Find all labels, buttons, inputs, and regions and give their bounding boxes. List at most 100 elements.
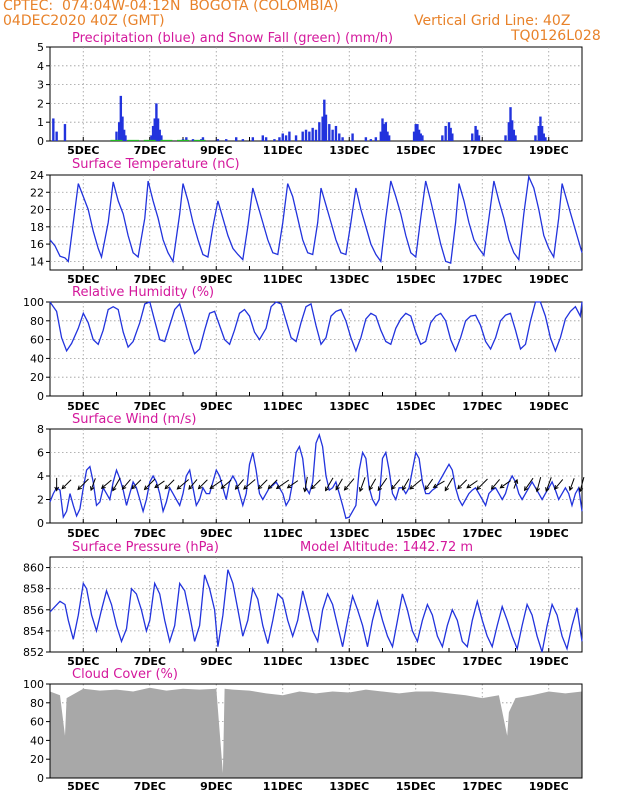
rh-ytick-label: 60 [30,334,44,347]
wind-vector-head [499,484,505,489]
wind-vector-shaft [545,477,552,492]
wind-vector-head [578,487,584,493]
wind-vector-shaft [101,479,112,489]
wind-line [49,432,583,520]
precip-bar [412,131,416,141]
wind-vector [61,479,72,490]
precip-bar [251,137,255,141]
wind-vector-shaft [257,479,268,490]
rh-ytick-label: 100 [23,296,44,309]
wind-vector [121,479,131,490]
wind-vector-shaft [311,479,321,490]
temp-panel: 14 16 18 20 22 24 5DEC 7DEC 9DEC 11DEC 13DEC 15DEC 1… [30,157,583,286]
precip-bar [153,118,156,141]
cloud-xtick-label: 7DEC [134,780,166,793]
precip-bar [509,107,512,141]
wind-vector [513,478,519,489]
precip-bar [301,131,304,141]
cloud-xtick-label: 11DEC [263,780,303,793]
precip-bar [477,135,481,141]
precip-bar [512,129,516,141]
wind-vector-shaft [476,478,488,490]
temp-xtick-label: 9DEC [200,273,232,286]
cloud-ytick-label: 0 [37,772,44,785]
precip-bar [160,135,163,141]
wind-vector-head [424,485,430,491]
pressure-ytick-label: 854 [23,625,44,638]
wind-vector-shaft [433,480,445,488]
precip-bar [451,133,454,141]
wind-vector-head [568,486,574,492]
temp-xtick-label: 17DEC [462,273,502,286]
precip-bar [321,116,324,141]
wind-vector-shaft [513,479,518,489]
pressure-xtick-label: 11DEC [263,655,303,668]
precip-bar [369,139,373,141]
precip-bar [540,125,544,141]
cloud-ytick-label: 60 [30,716,44,729]
cloud-title: Cloud Cover (%) [72,667,178,682]
rh-ytick-label: 20 [30,371,44,384]
precip-bar [351,133,354,141]
wind-vector-shaft [267,479,278,490]
header-grid-note: Vertical Grid Line: 40Z [414,13,571,29]
precip-bar [542,133,545,141]
wind-xtick-label: 19DEC [529,527,569,540]
precip-bar [447,122,451,141]
wind-vector-head [154,483,160,489]
header-coords: 074:04W-04:12N [62,0,181,14]
wind-vector [457,479,468,490]
precip-ytick-label: 2 [37,97,44,110]
wind-vector [409,479,422,490]
precip-bar [115,131,118,141]
wind-vector [143,478,156,491]
temp-ytick-label: 20 [30,204,44,217]
temp-ytick-label: 16 [30,238,44,251]
precip-bar [294,135,298,141]
precip-title: Precipitation (blue) and Snow Fall (gree… [72,31,393,46]
wind-vector [402,478,410,491]
wind-vector-shaft [368,478,377,490]
precip-bar [476,129,479,141]
wind-vector [209,479,223,490]
precip-bar [341,137,344,141]
precip-bar [241,139,245,141]
wind-vector-shaft [569,478,575,491]
wind-vector-head [89,486,95,492]
temp-ytick-label: 18 [30,221,44,234]
wind-vector-head [368,485,374,491]
wind-vector-head [188,485,193,490]
rh-xtick-label: 9DEC [200,400,232,413]
precip-bar [216,139,220,141]
wind-vector-head [457,484,462,490]
snow-bar [160,139,173,141]
cloud-xtick-label: 15DEC [396,780,436,793]
wind-vector [325,477,334,492]
precip-frame [49,46,583,142]
wind-vector [578,476,585,493]
pressure-annotation: Model Altitude: 1442.72 m [300,540,473,555]
wind-xtick-label: 11DEC [263,527,303,540]
wind-vector-shaft [491,479,500,490]
precip-bar [379,131,383,141]
wind-vector [432,480,445,488]
cloud-ytick-label: 20 [30,753,44,766]
pressure-xtick-label: 15DEC [396,655,436,668]
wind-vector-head [143,485,149,491]
precip-bar [155,103,158,141]
wind-vector-head [61,484,67,490]
wind-xtick-label: 17DEC [462,527,502,540]
wind-vector-shaft [536,476,542,492]
precip-bar [544,137,547,141]
snow-bar [177,139,189,141]
rh-xtick-label: 11DEC [263,400,303,413]
temp-xtick-label: 11DEC [263,273,303,286]
wind-vector [286,480,299,489]
precip-ytick-label: 4 [37,60,44,73]
pressure-ytick-label: 852 [23,646,44,659]
temp-line [49,174,583,264]
precip-bar [537,125,540,141]
wind-vector-head [402,485,407,491]
precip-bar [122,129,126,141]
wind-vector-head [513,478,519,484]
